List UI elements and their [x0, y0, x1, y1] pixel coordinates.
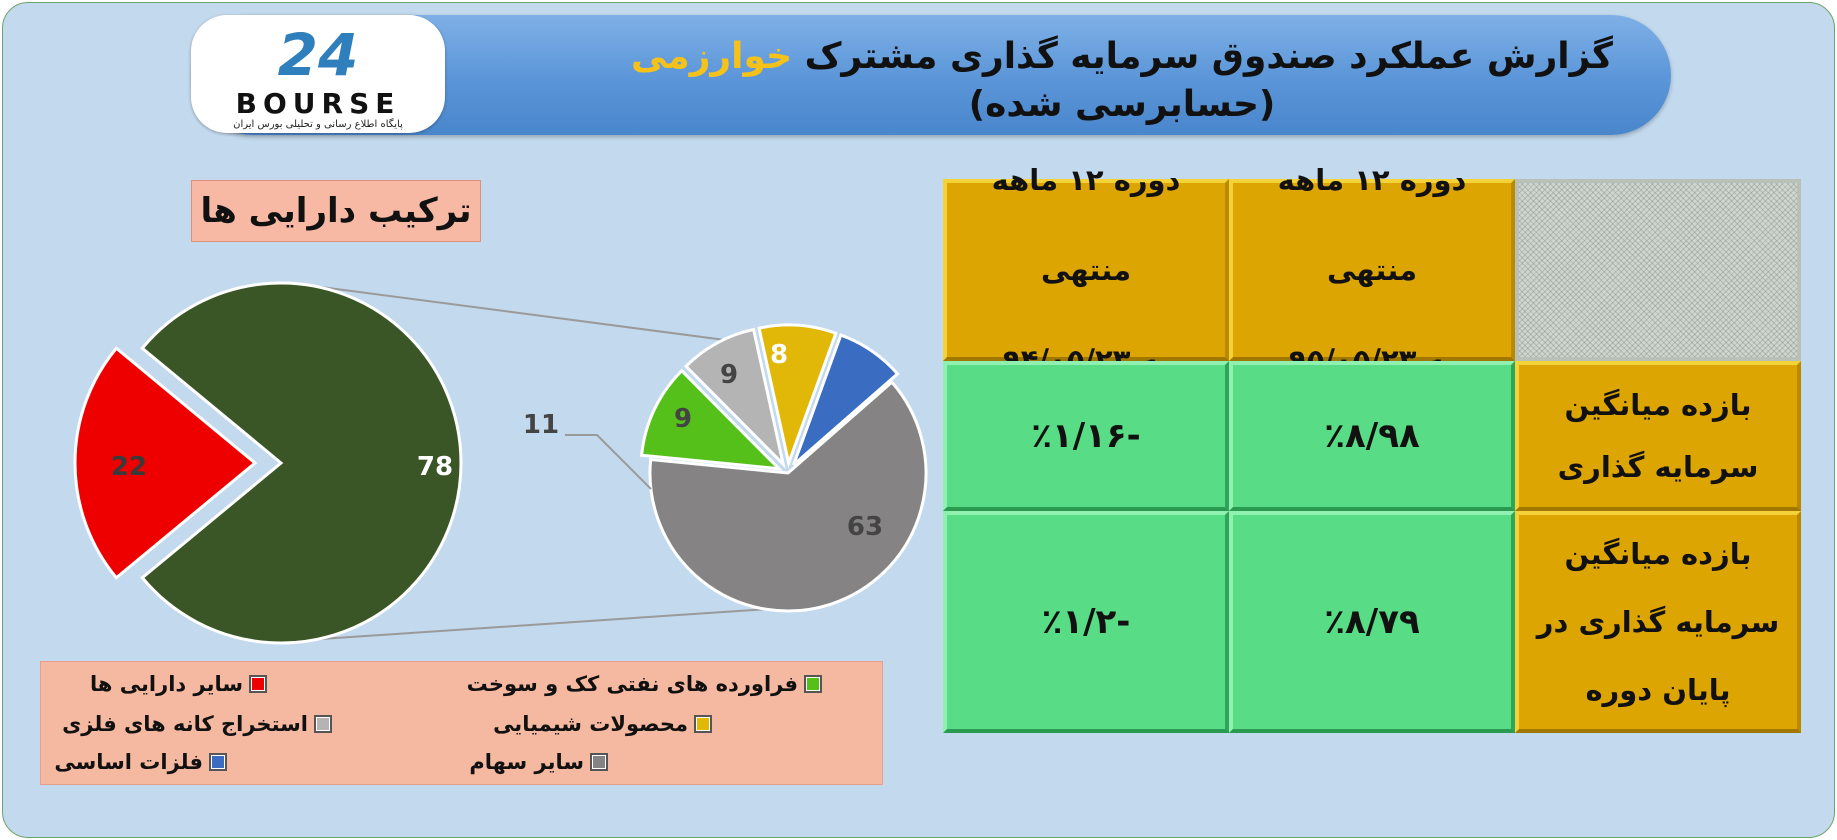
legend-item: فلزات اساسی [54, 742, 227, 782]
col-header-1395: دوره ۱۲ ماهه منتهی به ۹۵/۰۵/۲۳ [1229, 163, 1515, 377]
pie-slice-secondary [648, 379, 928, 613]
connector-line [320, 608, 769, 640]
asset-pie-chart: 78 22 8 63 11 99 [73, 281, 928, 645]
logo-tagline: پایگاه اطلاع رسانی و تحلیلی بورس ایران [233, 119, 403, 130]
banner-text: گزارش عملکرد صندوق سرمایه گذاری مشترک خو… [613, 33, 1631, 129]
legend-label: فلزات اساسی [54, 750, 203, 774]
performance-table: دوره ۱۲ ماهه منتهی به ۹۵/۰۵/۲۳ دوره ۱۲ م… [943, 163, 1801, 733]
data-label: 9 [720, 360, 738, 390]
pie-slice-main-78 [140, 281, 463, 645]
bourse24-logo: 24 BOURSE پایگاه اطلاع رسانی و تحلیلی بو… [191, 15, 445, 133]
data-label: 22 [111, 452, 147, 482]
pie-slice-secondary [792, 333, 900, 466]
legend-label: سایر دارایی ها [90, 672, 243, 696]
legend-item: سایر سهام [469, 742, 608, 782]
value-cell: ٪۸/۷۹ [1229, 511, 1515, 733]
logo-word: BOURSE [235, 87, 401, 120]
row-label-line1: بازده میانگین [1564, 537, 1752, 571]
table-corner [1515, 179, 1801, 361]
row-label-line2: سرمایه گذاری در [1536, 605, 1780, 639]
logo-number: 24 [277, 21, 359, 89]
row-label-line3: پایان دوره [1585, 673, 1731, 707]
data-label: 8 [770, 340, 788, 370]
col-header-line1: دوره ۱۲ ماهه منتهی [991, 163, 1181, 287]
legend-label: سایر سهام [469, 750, 584, 774]
legend-item: سایر دارایی ها [90, 664, 267, 704]
value-cell: -٪۱/۱۶ [943, 361, 1229, 511]
asset-composition-title: ترکیب دارایی ها [191, 180, 481, 242]
pie-slice-secondary [757, 323, 838, 469]
legend-swatch [209, 753, 227, 771]
pie-slice-secondary [639, 368, 783, 471]
legend-swatch [694, 715, 712, 733]
data-label: 63 [847, 512, 883, 542]
row-label-line1: بازده میانگین [1564, 388, 1752, 422]
report-subtitle: (حسابرسی شده) [968, 84, 1276, 125]
pie-slice-secondary [683, 327, 786, 469]
pie-slice-main-22 [73, 346, 258, 580]
row-header-avg-return-end: بازده میانگین سرمایه گذاری در پایان دوره [1515, 511, 1801, 733]
legend-swatch [804, 675, 822, 693]
legend-label: محصولات شیمیایی [493, 712, 688, 736]
legend-item: استخراج کانه های فلزی [62, 704, 332, 744]
chart-legend: سایر دارایی ها فراورده های نفتی کک و سوخ… [40, 661, 883, 785]
legend-label: استخراج کانه های فلزی [62, 712, 308, 736]
fund-name: خوارزمی [631, 36, 793, 77]
legend-label: فراورده های نفتی کک و سوخت [466, 672, 798, 696]
legend-item: فراورده های نفتی کک و سوخت [467, 664, 822, 704]
report-title: گزارش عملکرد صندوق سرمایه گذاری مشترک خو… [613, 33, 1631, 81]
legend-item: محصولات شیمیایی [493, 704, 712, 744]
col-header-line1: دوره ۱۲ ماهه منتهی [1277, 163, 1467, 287]
data-label: 9 [674, 404, 692, 434]
row-label-line2: سرمایه گذاری [1557, 450, 1759, 484]
data-label: 78 [417, 452, 453, 482]
value-cell: ٪۸/۹۸ [1229, 361, 1515, 511]
value-cell: -٪۱/۲ [943, 511, 1229, 733]
col-header-1394: دوره ۱۲ ماهه منتهی به ۹۴/۰۵/۲۳ [943, 163, 1229, 377]
title-prefix: گزارش عملکرد صندوق سرمایه گذاری مشترک [804, 36, 1613, 77]
legend-swatch [314, 715, 332, 733]
legend-swatch [249, 675, 267, 693]
leader-line [565, 434, 652, 490]
row-header-avg-return: بازده میانگین سرمایه گذاری [1515, 361, 1801, 511]
data-label: 11 [523, 410, 559, 440]
legend-swatch [590, 753, 608, 771]
connector-line [320, 286, 749, 344]
